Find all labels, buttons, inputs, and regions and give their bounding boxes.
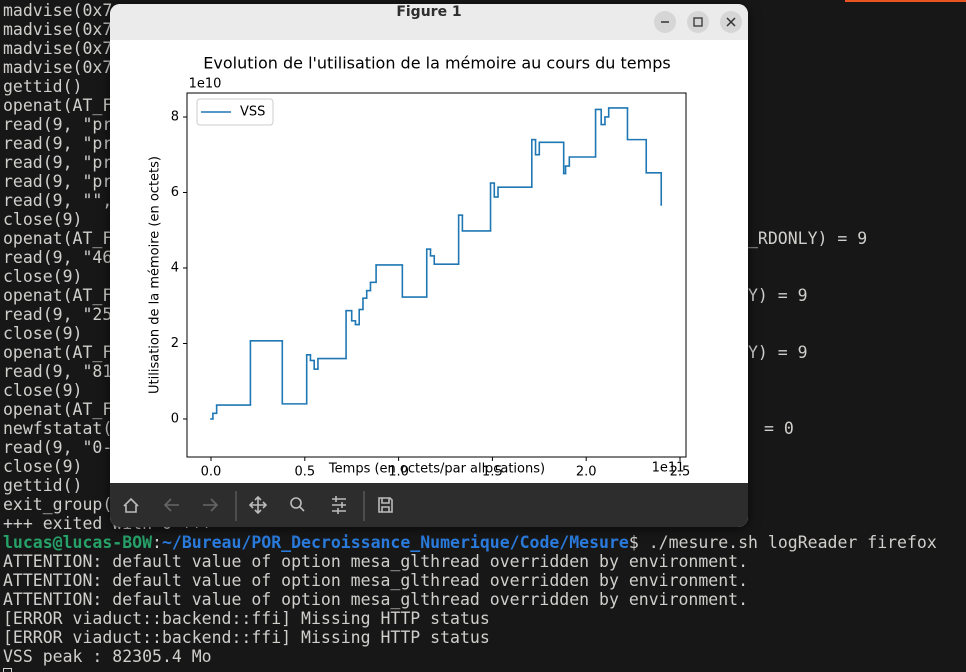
output-line: ATTENTION: default value of option mesa_… [3,571,749,590]
chart-title: Evolution de l'utilisation de la mémoire… [203,54,670,73]
axes-frame [186,92,687,458]
terminal-fragment: _RDONLY) = 9 [748,229,868,248]
prompt-line: lucas@lucas-BOW:~/Bureau/POR_Decroissanc… [3,533,937,552]
x-tick-label: 2.5 [670,465,691,480]
terminal-line: close(9) [3,210,83,229]
x-offset-label: 1e11 [652,461,685,476]
home-button[interactable] [123,497,139,513]
x-axis-label: Temps (en octets/par allocations) [328,462,545,477]
terminal-line: openat(AT_F [3,286,113,305]
terminal-line: read(9, "0- [3,438,113,457]
y-tick-label: 6 [171,185,179,200]
legend-label: VSS [240,105,265,120]
chart: Evolution de l'utilisation de la mémoire… [148,54,691,480]
close-button[interactable] [720,11,742,33]
output-line: [ERROR viaduct::backend::ffi] Missing HT… [3,628,490,647]
output-line: [ERROR viaduct::backend::ffi] Missing HT… [3,609,490,628]
terminal-line: read(9, "pr [3,153,113,172]
prompt-user: lucas@lucas-BOW [3,533,153,552]
terminal-line: close(9) [3,267,83,286]
cursor [3,668,12,672]
y-axis-label: Utilisation de la mémoire (en octets) [148,156,163,394]
terminal-line: madvise(0x7 [3,20,113,39]
legend-box [196,98,274,126]
terminal-line: close(9) [3,324,83,343]
terminal-line: read(9, "25 [3,305,113,324]
terminal-line: openat(AT_F [3,229,113,248]
prompt-path: ~/Bureau/POR_Decroissance_Numerique/Code… [161,533,629,552]
terminal-line: gettid() [3,77,83,96]
y-tick-label: 8 [171,109,179,124]
forward-button[interactable] [203,498,219,512]
terminal-line: openat(AT_F [3,400,113,419]
window-title: Figure 1 [396,4,462,20]
terminal-line: exit_group( [3,495,113,514]
terminal-line: read(9, "", [3,191,113,210]
x-tick-label: 1.0 [388,465,409,480]
terminal-line: read(9, "pr [3,172,113,191]
terminal-line: read(9, "46 [3,248,113,267]
terminal-line: read(9, "pr [3,134,113,153]
y-tick-label: 2 [171,336,179,351]
figure-window: Figure 1 Evolution de l'utilisation de l… [110,4,748,527]
toolbar-icons [123,491,393,521]
y-offset-label: 1e10 [189,77,222,92]
accent-bar [845,0,966,2]
configure-button[interactable] [332,496,346,514]
pan-button[interactable] [248,495,268,515]
terminal-fragment: Y) = 9 [748,343,808,362]
prompt-separator: : [152,533,162,552]
terminal-line: madvise(0x7 [3,58,113,77]
terminal-fragment: Y) = 9 [748,286,808,305]
output-line: VSS peak : 82305.4 Mo [3,647,212,666]
terminal-fragment: = 0 [764,419,794,438]
x-tick-label: 0.0 [201,465,222,480]
title-bar: Figure 1 [110,4,748,40]
terminal-line: read(9, "81 [3,362,113,381]
terminal-line: close(9) [3,381,83,400]
y-tick-label: 4 [171,260,179,275]
save-button[interactable] [378,497,393,513]
minimize-button[interactable] [654,11,676,33]
terminal-line: madvise(0x7 [3,1,113,20]
terminal-line: gettid() [3,476,83,495]
back-button[interactable] [163,498,179,512]
terminal-line: madvise(0x7 [3,39,113,58]
toolbar [110,483,748,527]
terminal-line: newfstatat( [3,419,113,438]
prompt-command: $ ./mesure.sh logReader firefox [628,533,937,552]
x-tick-label: 2.0 [576,465,597,480]
x-tick-label: 0.5 [294,465,315,480]
x-tick-label: 1.5 [482,465,503,480]
terminal-line: close(9) [3,457,83,476]
output-line: ATTENTION: default value of option mesa_… [3,552,749,571]
zoom-button[interactable] [290,497,305,512]
terminal-line: openat(AT_F [3,343,113,362]
output-line: ATTENTION: default value of option mesa_… [3,590,749,609]
terminal-line: openat(AT_F [3,96,113,115]
terminal-line: read(9, "pr [3,115,113,134]
maximize-button[interactable] [687,11,709,33]
y-tick-label: 0 [171,411,179,426]
